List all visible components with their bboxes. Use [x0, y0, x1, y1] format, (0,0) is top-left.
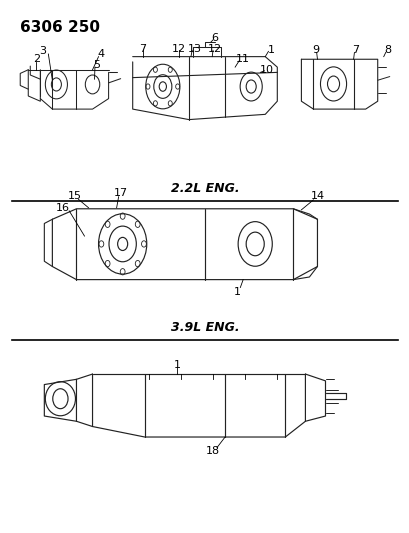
- Text: 1: 1: [233, 287, 240, 297]
- Text: 14: 14: [310, 191, 324, 200]
- Text: 5: 5: [93, 60, 100, 69]
- Text: 8: 8: [383, 45, 390, 55]
- Text: 7: 7: [139, 44, 146, 54]
- Text: 12: 12: [207, 44, 222, 54]
- Text: 2.2L ENG.: 2.2L ENG.: [170, 182, 239, 195]
- Text: 4: 4: [97, 49, 104, 59]
- Text: 3.9L ENG.: 3.9L ENG.: [170, 321, 239, 334]
- Text: 18: 18: [205, 446, 220, 456]
- Text: 1: 1: [173, 360, 180, 370]
- Text: 6: 6: [211, 33, 218, 43]
- Text: 10: 10: [260, 64, 274, 75]
- Text: 6306 250: 6306 250: [20, 20, 100, 35]
- Text: 9: 9: [311, 45, 318, 55]
- Text: 11: 11: [236, 54, 249, 64]
- Text: 13: 13: [187, 44, 202, 54]
- Text: 17: 17: [113, 188, 127, 198]
- Text: 16: 16: [55, 203, 69, 213]
- Text: 15: 15: [67, 191, 81, 200]
- Text: 2: 2: [33, 54, 40, 64]
- Text: 7: 7: [351, 45, 358, 55]
- Text: 1: 1: [267, 45, 274, 55]
- Text: 3: 3: [39, 46, 46, 56]
- Text: 12: 12: [171, 44, 186, 54]
